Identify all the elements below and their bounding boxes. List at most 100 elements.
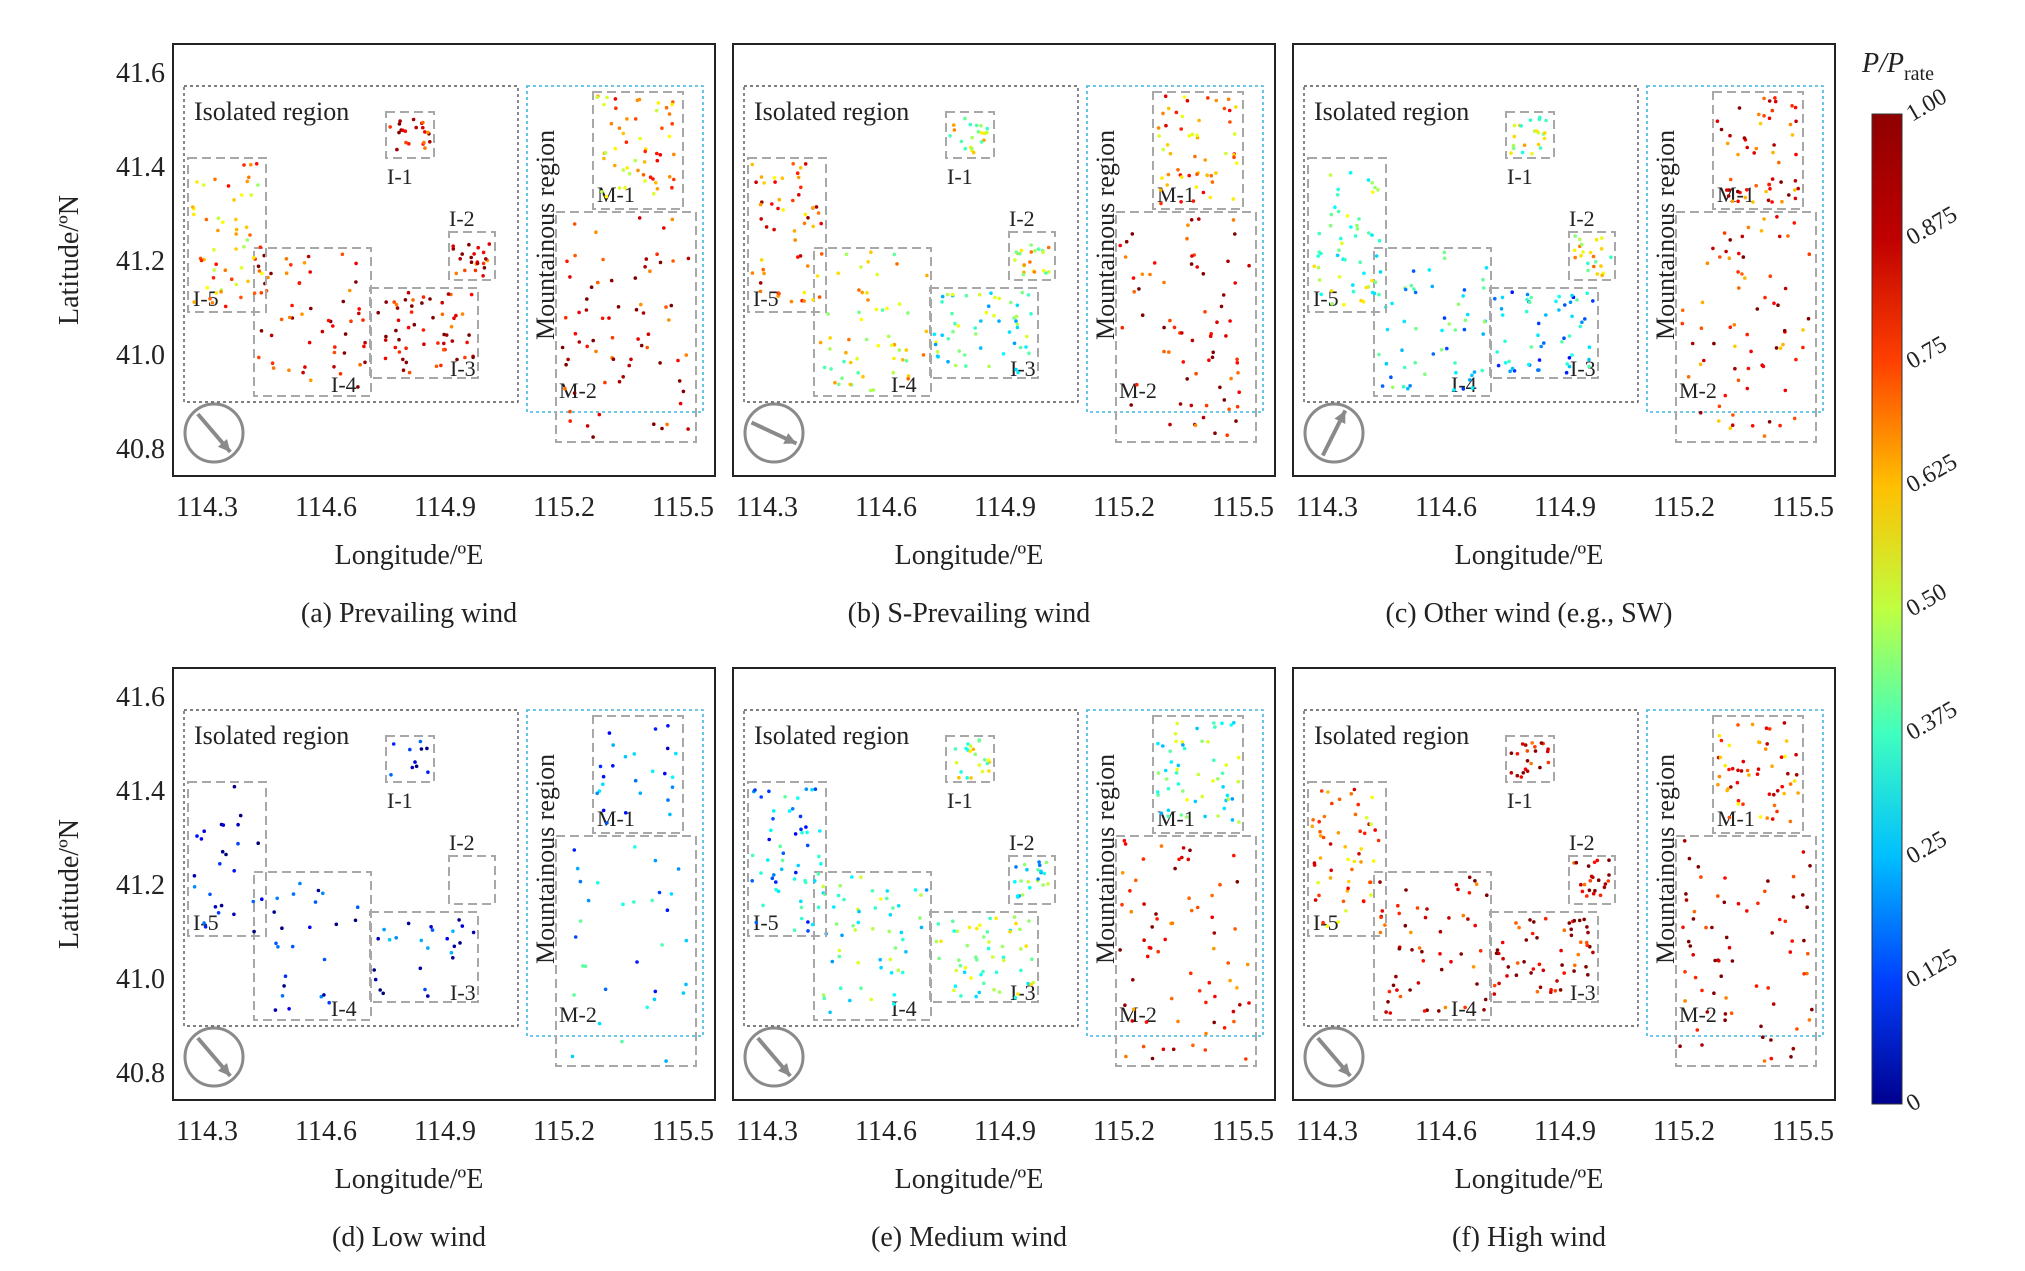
turbine-point	[611, 764, 615, 768]
turbine-point	[1788, 122, 1793, 127]
turbine-point	[1741, 255, 1746, 259]
turbine-point	[811, 298, 815, 302]
turbine-point	[411, 298, 415, 302]
turbine-point	[449, 324, 454, 329]
turbine-point	[1193, 423, 1198, 428]
turbine-point	[232, 784, 237, 789]
x-axis-title: Longitude/ºE	[1455, 540, 1604, 571]
turbine-point	[460, 924, 465, 928]
turbine-point	[792, 928, 797, 932]
turbine-point	[1370, 233, 1374, 237]
turbine-point	[776, 206, 780, 211]
turbine-point	[1602, 885, 1607, 890]
turbine-point	[636, 337, 640, 341]
turbine-point	[1335, 193, 1340, 197]
turbine-point	[418, 966, 423, 971]
turbine-point	[1181, 360, 1186, 364]
turbine-point	[609, 121, 614, 126]
turbine-point	[857, 310, 861, 315]
turbine-point	[1174, 771, 1179, 775]
turbine-point	[1482, 1008, 1486, 1012]
turbine-point	[1539, 344, 1543, 349]
turbine-point	[252, 291, 257, 295]
turbine-point	[1743, 276, 1747, 280]
turbine-point	[1408, 384, 1412, 388]
turbine-point	[1558, 988, 1563, 992]
isolated-region-box	[1303, 85, 1639, 403]
turbine-point	[428, 140, 432, 144]
y-tick-label: 41.0	[116, 964, 165, 995]
turbine-point	[239, 193, 244, 197]
turbine-point	[1762, 96, 1766, 101]
turbine-point	[1585, 925, 1589, 929]
turbine-point	[821, 884, 825, 889]
turbine-point	[589, 285, 594, 289]
turbine-point	[1578, 324, 1583, 329]
turbine-point	[259, 329, 264, 333]
turbine-point	[1700, 988, 1704, 993]
panel-caption: (e) Medium wind	[871, 1222, 1067, 1253]
turbine-point	[783, 795, 787, 799]
turbine-point	[1015, 325, 1020, 330]
turbine-point	[1585, 943, 1589, 948]
turbine-point	[1589, 874, 1594, 879]
turbine-point	[1557, 294, 1561, 299]
turbine-point	[1771, 150, 1775, 155]
turbine-point	[633, 778, 638, 783]
turbine-point	[1357, 852, 1361, 856]
turbine-point	[1212, 931, 1217, 935]
turbine-point	[1580, 320, 1584, 325]
turbine-point	[1801, 850, 1806, 854]
turbine-point	[1786, 234, 1790, 238]
turbine-point	[1118, 948, 1122, 952]
turbine-point	[1182, 95, 1187, 99]
turbine-point	[641, 173, 646, 177]
turbine-point	[1235, 357, 1239, 362]
turbine-point	[1723, 763, 1727, 768]
turbine-point	[1386, 1000, 1390, 1004]
turbine-point	[1402, 319, 1407, 324]
turbine-point	[354, 280, 358, 284]
isolated-region-label: Isolated region	[194, 97, 349, 126]
turbine-point	[761, 267, 765, 272]
turbine-point	[997, 990, 1002, 994]
turbine-point	[1554, 299, 1558, 304]
turbine-point	[1237, 820, 1241, 824]
turbine-point	[1216, 814, 1220, 818]
turbine-point	[987, 364, 991, 369]
turbine-point	[982, 981, 986, 986]
turbine-point	[1036, 877, 1040, 881]
turbine-point	[1042, 871, 1047, 876]
turbine-point	[1195, 726, 1199, 731]
turbine-point	[596, 280, 600, 285]
turbine-point	[838, 883, 843, 888]
turbine-point	[578, 879, 583, 884]
turbine-point	[924, 329, 929, 334]
turbine-point	[1510, 366, 1515, 371]
x-axis-title: Longitude/ºE	[895, 1164, 1044, 1195]
turbine-point	[1214, 98, 1219, 103]
turbine-point	[1229, 376, 1233, 381]
turbine-point	[1317, 231, 1322, 236]
turbine-point	[1129, 403, 1133, 407]
turbine-point	[1402, 365, 1407, 370]
turbine-point	[684, 982, 688, 987]
turbine-point	[1802, 972, 1806, 976]
colorbar-tick-label: 1.00	[1902, 84, 1951, 128]
turbine-point	[686, 256, 691, 261]
turbine-point	[1180, 855, 1184, 860]
turbine-point	[1535, 936, 1539, 940]
turbine-point	[300, 312, 304, 317]
turbine-point	[665, 422, 669, 427]
turbine-point	[774, 880, 778, 884]
turbine-point	[1387, 989, 1392, 994]
turbine-point	[979, 140, 984, 144]
turbine-point	[603, 380, 607, 385]
turbine-point	[1582, 882, 1587, 887]
turbine-point	[667, 112, 672, 116]
turbine-point	[1322, 814, 1327, 819]
subregion-box-m-1	[1152, 91, 1244, 210]
turbine-point	[1156, 741, 1160, 746]
